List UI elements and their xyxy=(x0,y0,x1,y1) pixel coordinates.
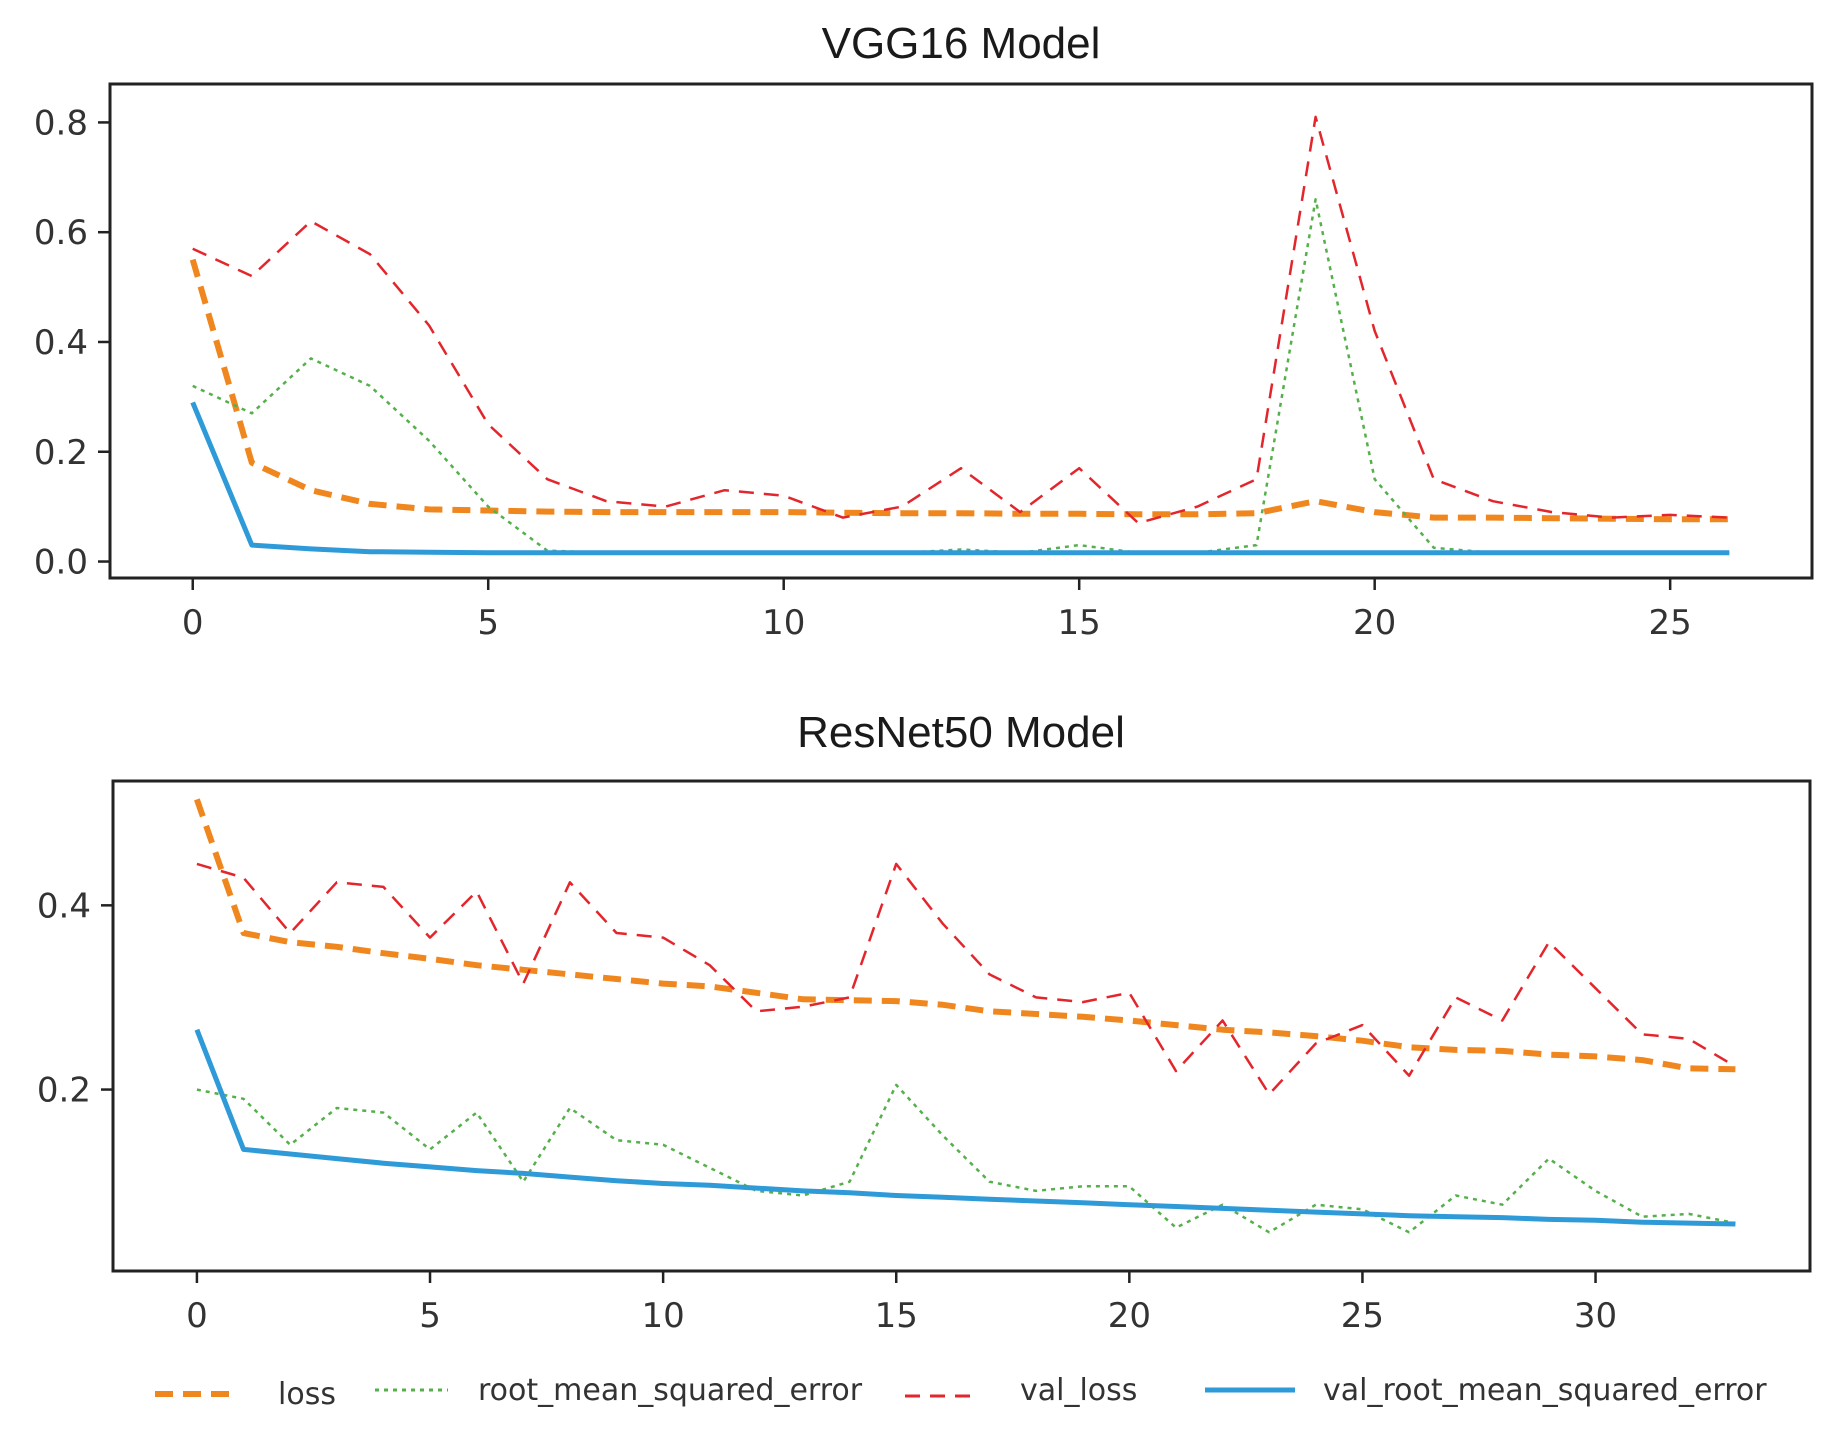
resnet50-x-tick-label: 25 xyxy=(1341,1296,1384,1336)
resnet50-chart-title: ResNet50 Model xyxy=(797,708,1125,757)
resnet50-x-tick-label: 20 xyxy=(1108,1296,1151,1336)
vgg16-series-layer xyxy=(189,115,1730,556)
vgg16-plot-frame xyxy=(108,82,1814,580)
resnet50-x-tick-label: 0 xyxy=(186,1296,208,1336)
legend: loss root_mean_squared_error val_loss va… xyxy=(155,1373,1767,1412)
resnet50-series-loss xyxy=(194,798,1736,1073)
vgg16-y-tick-label: 0.4 xyxy=(34,323,88,363)
vgg16-chart-title: VGG16 Model xyxy=(822,19,1101,68)
resnet50-x-tick-label: 30 xyxy=(1574,1296,1617,1336)
resnet50-series-layer xyxy=(194,798,1737,1234)
vgg16-series-val-loss xyxy=(192,115,1730,525)
vgg16-x-tick-label: 15 xyxy=(1058,603,1101,643)
vgg16-y-tick-label: 0.2 xyxy=(34,433,88,473)
resnet50-x-tick-label: 15 xyxy=(875,1296,918,1336)
legend-label-val-root-mean-squared-error: val_root_mean_squared_error xyxy=(1323,1373,1767,1408)
legend-label-root-mean-squared-error: root_mean_squared_error xyxy=(478,1373,863,1408)
vgg16-x-tick-label: 10 xyxy=(762,603,805,643)
resnet50-chart: ResNet50 Model 0 5 10 15 20 25 30 0.2 0.4 xyxy=(37,708,1812,1336)
resnet50-y-tick-label: 0.4 xyxy=(37,886,91,926)
vgg16-x-tick-label: 5 xyxy=(477,603,499,643)
resnet50-series-root-mean-squared-error xyxy=(196,1083,1736,1234)
vgg16-chart: VGG16 Model 0 5 10 15 20 25 0.0 0.2 0.4 0.6 0.8 xyxy=(34,19,1814,643)
vgg16-x-tick-label: 0 xyxy=(182,603,204,643)
resnet50-x-tick-label: 10 xyxy=(641,1296,684,1336)
vgg16-x-tick-label: 25 xyxy=(1649,603,1692,643)
vgg16-x-tick-label: 20 xyxy=(1353,603,1396,643)
vgg16-y-axis: 0.0 0.2 0.4 0.6 0.8 xyxy=(34,103,110,583)
resnet50-y-tick-label: 0.2 xyxy=(37,1071,91,1111)
vgg16-series-loss xyxy=(189,258,1730,523)
resnet50-series-val-loss xyxy=(196,862,1737,1096)
vgg16-x-axis: 0 5 10 15 20 25 xyxy=(182,578,1692,643)
resnet50-plot-frame xyxy=(111,779,1812,1273)
legend-label-val-loss: val_loss xyxy=(1020,1373,1137,1408)
vgg16-y-tick-label: 0.8 xyxy=(34,103,88,143)
vgg16-y-tick-label: 0.6 xyxy=(34,213,88,253)
resnet50-y-axis: 0.2 0.4 xyxy=(37,886,113,1111)
resnet50-series-val-root-mean-squared-error xyxy=(194,1028,1736,1227)
resnet50-x-tick-label: 5 xyxy=(419,1296,441,1336)
vgg16-y-tick-label: 0.0 xyxy=(34,543,88,583)
legend-label-loss: loss xyxy=(278,1377,336,1412)
vgg16-series-root-mean-squared-error xyxy=(192,198,1730,555)
resnet50-x-axis: 0 5 10 15 20 25 30 xyxy=(186,1271,1617,1336)
vgg16-series-val-root-mean-squared-error xyxy=(190,401,1730,556)
